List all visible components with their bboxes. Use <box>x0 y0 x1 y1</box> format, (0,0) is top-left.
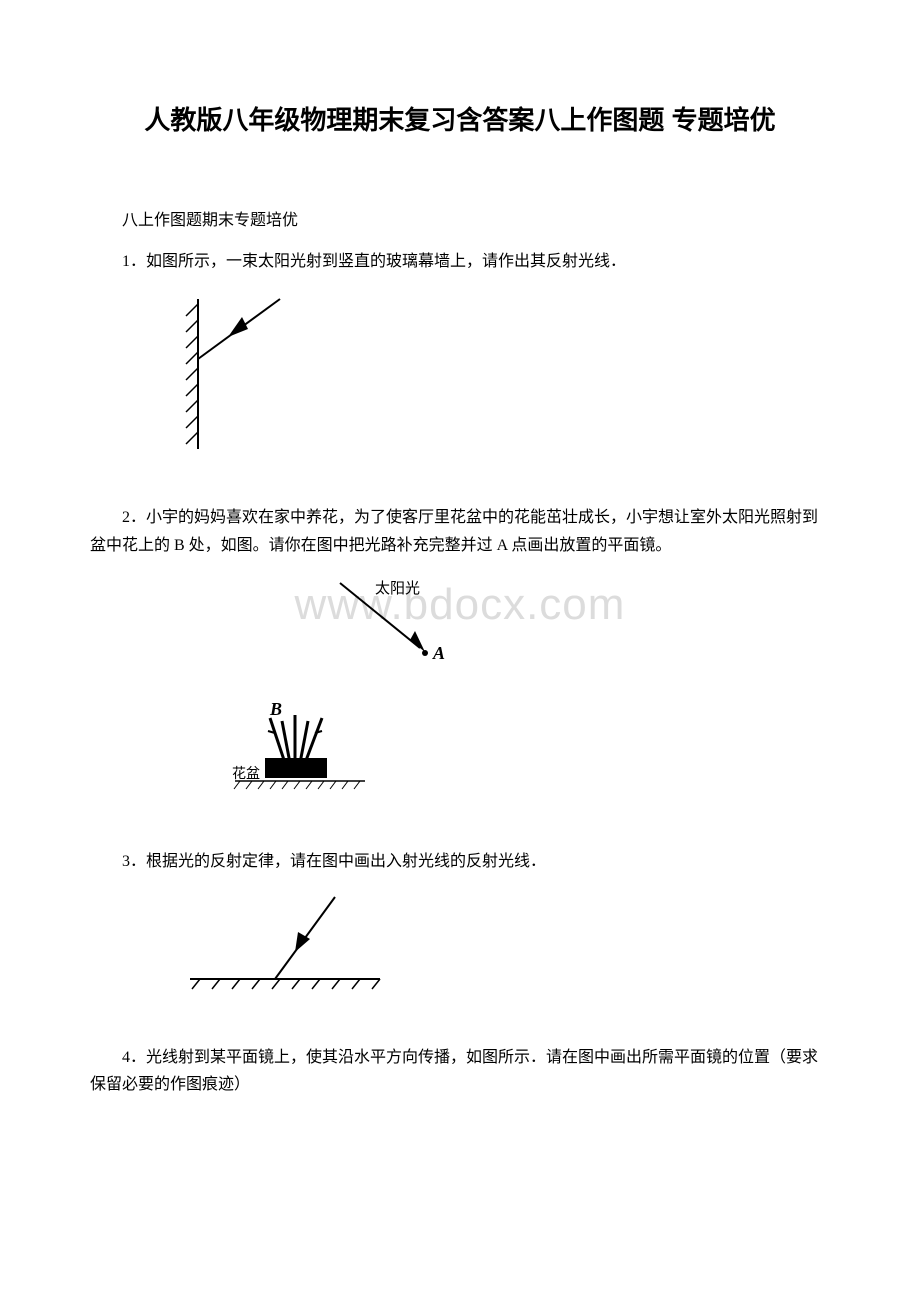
question-3-figure <box>180 889 830 1004</box>
subtitle: 八上作图题期末专题培优 <box>90 207 830 234</box>
question-2-text: 2．小宇的妈妈喜欢在家中养花，为了使客厅里花盆中的花能茁壮成长，小宇想让室外太阳… <box>90 504 830 558</box>
question-1-figure <box>180 289 830 464</box>
q2-point-b: B <box>269 699 282 719</box>
q2-pot-label: 花盆 <box>232 766 260 782</box>
question-4-text: 4．光线射到某平面镜上，使其沿水平方向传播，如图所示．请在图中画出所需平面镜的位… <box>90 1044 830 1098</box>
question-3-text: 3．根据光的反射定律，请在图中画出入射光线的反射光线． <box>90 848 830 875</box>
question-1-text: 1．如图所示，一束太阳光射到竖直的玻璃幕墙上，请作出其反射光线． <box>90 248 830 275</box>
q2-sun-label: 太阳光 <box>375 580 420 597</box>
document-content: 人教版八年级物理期末复习含答案八上作图题 专题培优 八上作图题期末专题培优 1．… <box>90 100 830 1098</box>
q2-point-a: A <box>432 643 445 663</box>
q2-diagram: 太阳光 A B 花盆 <box>230 573 470 803</box>
page-title: 人教版八年级物理期末复习含答案八上作图题 专题培优 <box>90 100 830 137</box>
q1-diagram <box>180 289 320 459</box>
q3-diagram <box>180 889 390 999</box>
question-2-figure: 太阳光 A B 花盆 <box>230 573 830 808</box>
